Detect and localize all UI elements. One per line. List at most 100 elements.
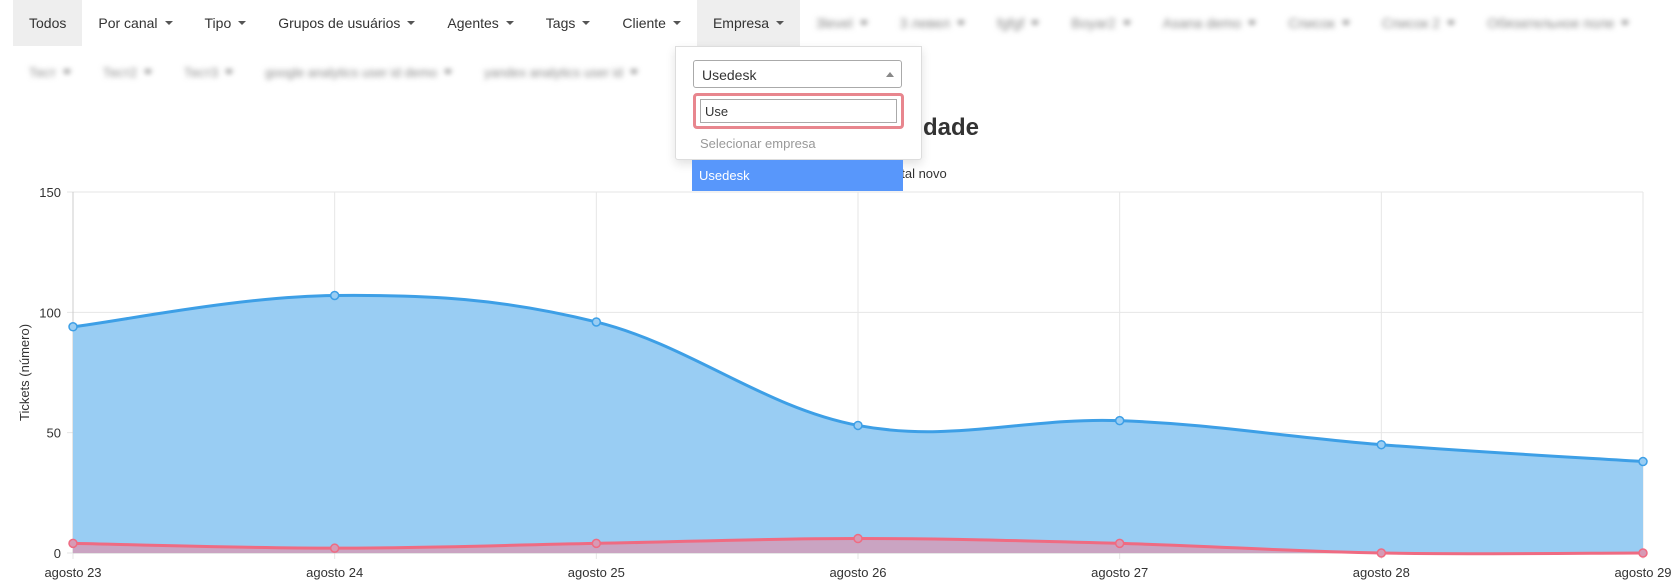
filter-tab-row1-9[interactable]: 3 левел: [884, 0, 981, 46]
caret-down-icon: [407, 21, 416, 25]
filter-tab-label: 3 левел: [899, 15, 950, 31]
filter-tab-label: Обязательное поле: [1487, 15, 1615, 31]
filter-tab-row1-13[interactable]: Список: [1272, 0, 1366, 46]
y-axis-label: Tickets (número): [17, 324, 32, 421]
filter-tab-label: Cliente: [622, 15, 666, 31]
y-tick-label: 50: [47, 426, 61, 441]
caret-down-icon: [1621, 21, 1630, 25]
filter-tab-label: Empresa: [712, 15, 769, 31]
filter-tab-row1-14[interactable]: Список 2: [1366, 0, 1471, 46]
series-1-point[interactable]: [591, 538, 602, 549]
filter-tab-row1-4[interactable]: Agentes: [431, 0, 529, 46]
series-0-point[interactable]: [853, 420, 863, 431]
filter-tab-row1-10[interactable]: fgfgf: [981, 0, 1055, 46]
filter-tab-label: Grupos de usuários: [278, 15, 401, 31]
filter-tab-row1-8[interactable]: 3level: [800, 0, 884, 46]
series-1-point[interactable]: [1114, 538, 1125, 549]
y-tick-label: 150: [39, 185, 61, 200]
company-option-usedesk[interactable]: Usedesk: [692, 160, 903, 191]
legend-label[interactable]: otal novo: [894, 166, 947, 181]
filter-tab-label: google analytics user id demo: [265, 64, 438, 80]
filter-tab-row1-6[interactable]: Cliente: [606, 0, 697, 46]
filter-tab-row1-5[interactable]: Tags: [530, 0, 607, 46]
filter-tab-row1-7[interactable]: Empresa: [696, 0, 800, 46]
series-0-point[interactable]: [329, 290, 340, 301]
y-tick-label: 100: [39, 305, 61, 320]
caret-down-icon: [62, 70, 71, 74]
filter-tab-label: Agentes: [447, 15, 499, 31]
filter-tab-row2-2[interactable]: Тест3: [168, 52, 249, 92]
x-tick-label: agosto 26: [829, 565, 886, 580]
company-select[interactable]: Usedesk: [693, 60, 902, 88]
filter-tab-label: Тест2: [102, 64, 138, 80]
series-1-point[interactable]: [68, 538, 78, 549]
company-dropdown: Usedesk Selecionar empresa: [675, 46, 922, 160]
filter-tab-row2-1[interactable]: Тест2: [87, 52, 168, 92]
caret-down-icon: [672, 21, 681, 25]
filter-row-2: Тест Тест2 Тест3 google analytics user id d…: [13, 52, 654, 92]
filter-tab-label: fgfgf: [997, 15, 1025, 31]
caret-down-icon: [582, 21, 591, 25]
caret-down-icon: [225, 70, 234, 74]
caret-down-icon: [238, 21, 247, 25]
series-0-point[interactable]: [68, 322, 78, 332]
x-tick-label: agosto 25: [568, 565, 625, 580]
filter-tab-label: Tags: [545, 15, 576, 31]
filter-tab-label: Тест: [29, 64, 56, 80]
company-option-placeholder[interactable]: Selecionar empresa: [700, 136, 816, 151]
filter-tab-label: 3level: [816, 15, 853, 31]
x-tick-label: agosto 23: [44, 565, 101, 580]
company-search-input[interactable]: [700, 99, 897, 123]
company-select-value: Usedesk: [702, 67, 757, 83]
caret-down-icon: [444, 70, 453, 74]
x-tick-label: agosto 28: [1353, 565, 1410, 580]
x-tick-label: agosto 29: [1614, 565, 1671, 580]
series-1-point[interactable]: [1638, 548, 1648, 558]
filter-tab-row2-0[interactable]: Тест: [13, 52, 87, 92]
y-tick-label: 0: [54, 546, 61, 561]
filter-tab-row1-1[interactable]: Por canal: [82, 0, 188, 46]
filter-tab-row1-11[interactable]: Boyar2: [1055, 0, 1146, 46]
caret-down-icon: [1341, 21, 1350, 25]
filter-tab-label: Por canal: [98, 15, 158, 31]
x-tick-label: agosto 24: [306, 565, 363, 580]
filter-tab-row2-4[interactable]: yandex analytics user id: [468, 52, 654, 92]
filter-tab-row1-15[interactable]: Обязательное поле: [1471, 0, 1645, 46]
series-0-point[interactable]: [1376, 439, 1387, 450]
series-0-point[interactable]: [1114, 415, 1125, 426]
caret-down-icon: [957, 21, 965, 25]
filter-tab-row1-2[interactable]: Tipo: [189, 0, 263, 46]
caret-down-icon: [164, 21, 173, 25]
filter-tab-label: yandex analytics user id: [484, 64, 623, 80]
filter-tab-row1-12[interactable]: Asana demo: [1147, 0, 1273, 46]
caret-down-icon: [144, 70, 153, 74]
series-0-point[interactable]: [1638, 456, 1648, 467]
filter-tab-label: Asana demo: [1162, 15, 1242, 31]
filter-tab-row2-3[interactable]: google analytics user id demo: [249, 52, 468, 92]
series-area-0: [73, 295, 1643, 553]
caret-down-icon: [629, 70, 638, 74]
caret-down-icon: [505, 21, 514, 25]
filter-row-1: Todos Por canal Tipo Grupos de usuários Agen…: [13, 0, 1645, 46]
filter-tab-label: Tipo: [204, 15, 232, 31]
filter-tab-row1-3[interactable]: Grupos de usuários: [262, 0, 431, 46]
caret-down-icon: [1248, 21, 1257, 25]
filter-tab-label: Список 2: [1381, 15, 1441, 31]
filter-tab-row1-0[interactable]: Todos: [13, 0, 83, 46]
caret-down-icon: [1447, 21, 1456, 25]
x-tick-label: agosto 27: [1091, 565, 1148, 580]
filter-tab-label: Todos: [29, 15, 67, 31]
filter-tab-label: Список: [1288, 15, 1335, 31]
filter-tab-label: Тест3: [184, 64, 219, 80]
series-1-point[interactable]: [329, 543, 340, 553]
caret-down-icon: [859, 21, 868, 25]
chevron-up-icon: [886, 72, 894, 77]
series-1-point[interactable]: [1376, 548, 1387, 558]
caret-down-icon: [1122, 21, 1131, 25]
series-0-point[interactable]: [591, 317, 602, 327]
company-search-focus-ring: [693, 93, 904, 129]
caret-down-icon: [776, 21, 784, 25]
series-1-point[interactable]: [853, 533, 863, 544]
filter-bar: Todos Por canal Tipo Grupos de usuários Agen…: [0, 0, 1680, 100]
